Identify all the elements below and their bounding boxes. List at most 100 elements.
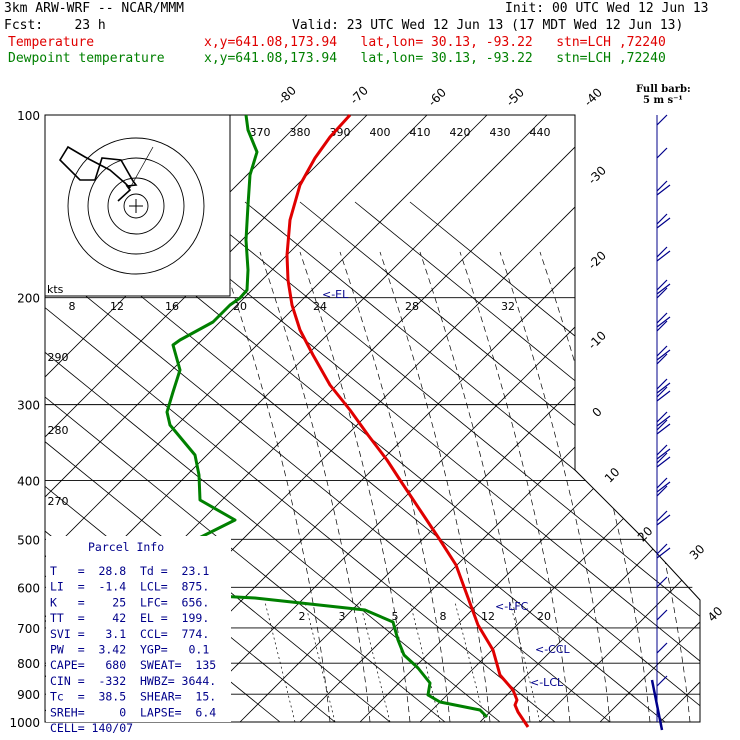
wind-barb (656, 456, 671, 468)
wind-barb (656, 287, 668, 299)
parcel-row: LI = -1.4 LCL= 875. (50, 580, 209, 594)
pressure-label-100: 100 (17, 109, 40, 123)
wind-barb-surface (650, 679, 664, 731)
parcel-row: T = 28.8 Td = 23.1 (50, 564, 209, 578)
wind-barb (656, 378, 668, 390)
isotherm-line (45, 115, 561, 722)
dry-adiabat-line (0, 202, 5, 722)
dry-adiabat-line (45, 201, 391, 722)
hodograph-units: kts (47, 283, 64, 296)
isotherm-label: 0 (590, 405, 605, 420)
wind-barb (656, 514, 671, 526)
mixing-ratio-label: 8 (440, 610, 447, 623)
parcel-row: CAPE= 680 SWEAT= 135 (50, 658, 216, 672)
parcel-row: CELL= 140/07 (50, 721, 133, 735)
level-marker-lfc: <-LFC (495, 600, 529, 613)
theta-e-label: 440 (530, 126, 551, 139)
isotherm-line (179, 115, 700, 722)
wind-barb (656, 246, 668, 258)
hodograph-trace (58, 145, 138, 202)
mixing-ratio-line (304, 601, 336, 722)
mixing-ratio-line (509, 601, 541, 722)
wind-barb (656, 510, 668, 522)
header-init: Init: 00 UTC Wed 12 Jun 13 (505, 1, 709, 16)
theta-label: 280 (48, 424, 69, 437)
mixing-ratio-upper-label: 24 (313, 300, 327, 313)
mixing-ratio-label: 12 (481, 610, 495, 623)
temperature-profile (285, 113, 530, 728)
isotherm-line (45, 115, 501, 722)
full-barb-label: Full barb: (636, 84, 691, 95)
dry-adiabat-line (45, 201, 501, 722)
parcel-row: PW = 3.42 YGP= 0.1 (50, 643, 209, 657)
wind-barb (656, 180, 668, 192)
dry-adiabat-line (299, 201, 700, 722)
parcel-box (46, 536, 231, 722)
wind-barb (656, 184, 671, 196)
mixing-ratio-upper-label: 20 (233, 300, 247, 313)
mixing-ratio-line (359, 601, 391, 722)
isotherm-line (479, 115, 700, 722)
mixing-ratio-upper-label: 8 (69, 300, 76, 313)
wind-barb (656, 448, 671, 460)
mixing-ratio-upper-label: 12 (110, 300, 124, 313)
wind-barb (656, 675, 668, 687)
legend-temperature-loc: x,y=641.08,173.94 lat,lon= 30.13, -93.22… (204, 35, 666, 50)
wind-barb (656, 353, 668, 365)
theta-e-label: 400 (370, 126, 391, 139)
wind-barb (656, 390, 671, 402)
wind-barb (656, 423, 671, 435)
pressure-label-800: 800 (17, 657, 40, 671)
hodograph-ring (87, 157, 185, 255)
wind-barb (656, 316, 671, 328)
hodograph-ring (123, 193, 149, 219)
wind-barb (656, 485, 668, 497)
isotherm-line (599, 115, 700, 722)
mixing-ratio-line (264, 601, 296, 722)
wind-barb (656, 419, 668, 431)
pressure-label-600: 600 (17, 581, 40, 595)
theta-e-label: 370 (250, 126, 271, 139)
moist-adiabat-line (259, 251, 371, 722)
wind-barb (656, 349, 671, 361)
moist-adiabat-line (339, 251, 451, 722)
isotherm-line (45, 115, 441, 722)
hodograph-ring (67, 137, 205, 275)
isotherm-label: -50 (503, 85, 527, 109)
moist-adiabat-line (419, 251, 531, 722)
wind-barb (656, 386, 668, 398)
wind-barb (656, 642, 668, 654)
pressure-label-300: 300 (17, 399, 40, 413)
isotherm-label: 40 (705, 604, 726, 625)
mixing-ratio-upper-label: 32 (501, 300, 515, 313)
header-model: 3km ARW-WRF -- NCAR/MMM (4, 1, 185, 16)
pressure-label-500: 500 (17, 533, 40, 547)
moist-adiabat-line (699, 251, 700, 722)
parcel-row: SVI = 3.1 CCL= 774. (50, 627, 209, 641)
dry-adiabat-line (45, 201, 556, 722)
header-fcst: Fcst: 23 h (4, 18, 106, 33)
moist-adiabat-line (379, 251, 491, 722)
theta-e-label: 410 (410, 126, 431, 139)
isotherm-line (419, 115, 700, 722)
isotherm-line (720, 102, 740, 722)
dry-adiabat-line (45, 201, 446, 722)
pressure-label-200: 200 (17, 292, 40, 306)
theta-e-label: 390 (330, 126, 351, 139)
wind-barb (656, 114, 668, 126)
theta-label: 290 (48, 351, 69, 364)
parcel-row: SREH= 0 LAPSE= 6.4 (50, 705, 216, 719)
isotherm-label: -60 (425, 85, 449, 109)
mixing-ratio-upper-label: 28 (405, 300, 419, 313)
pressure-label-1000: 1000 (9, 716, 40, 730)
wind-barb (656, 345, 668, 357)
theta-e-label: 420 (450, 126, 471, 139)
wind-barb (656, 147, 668, 159)
wind-barb (656, 452, 668, 464)
isotherm-label: -10 (585, 328, 609, 352)
moist-adiabat-line (459, 251, 571, 722)
isotherm-line (299, 115, 700, 722)
mixing-ratio-label: 20 (537, 610, 551, 623)
